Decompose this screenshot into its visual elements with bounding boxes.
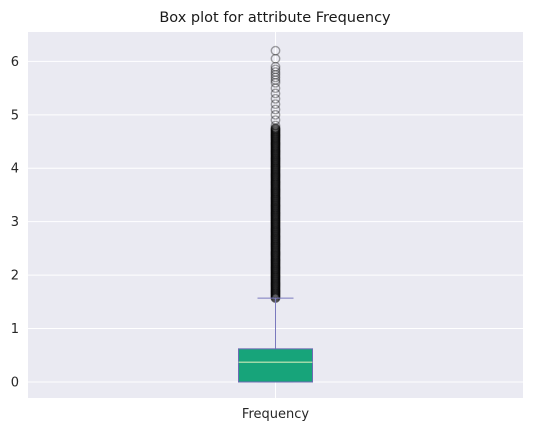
y-tick-label: 2	[11, 269, 19, 284]
y-tick-label: 1	[11, 322, 19, 337]
chart-title: Box plot for attribute Frequency	[159, 10, 391, 26]
y-tick-label: 6	[11, 55, 19, 70]
x-axis-ticks: Frequency	[242, 407, 309, 422]
y-tick-label: 5	[11, 108, 19, 123]
y-tick-label: 4	[11, 162, 19, 177]
outlier-points	[271, 47, 279, 303]
y-tick-label: 3	[11, 215, 19, 230]
y-axis-ticks: 0 1 2 3 4 5 6	[11, 55, 19, 391]
box-iqr	[239, 349, 313, 382]
x-tick-label: Frequency	[242, 407, 309, 422]
y-tick-label: 0	[11, 375, 19, 390]
